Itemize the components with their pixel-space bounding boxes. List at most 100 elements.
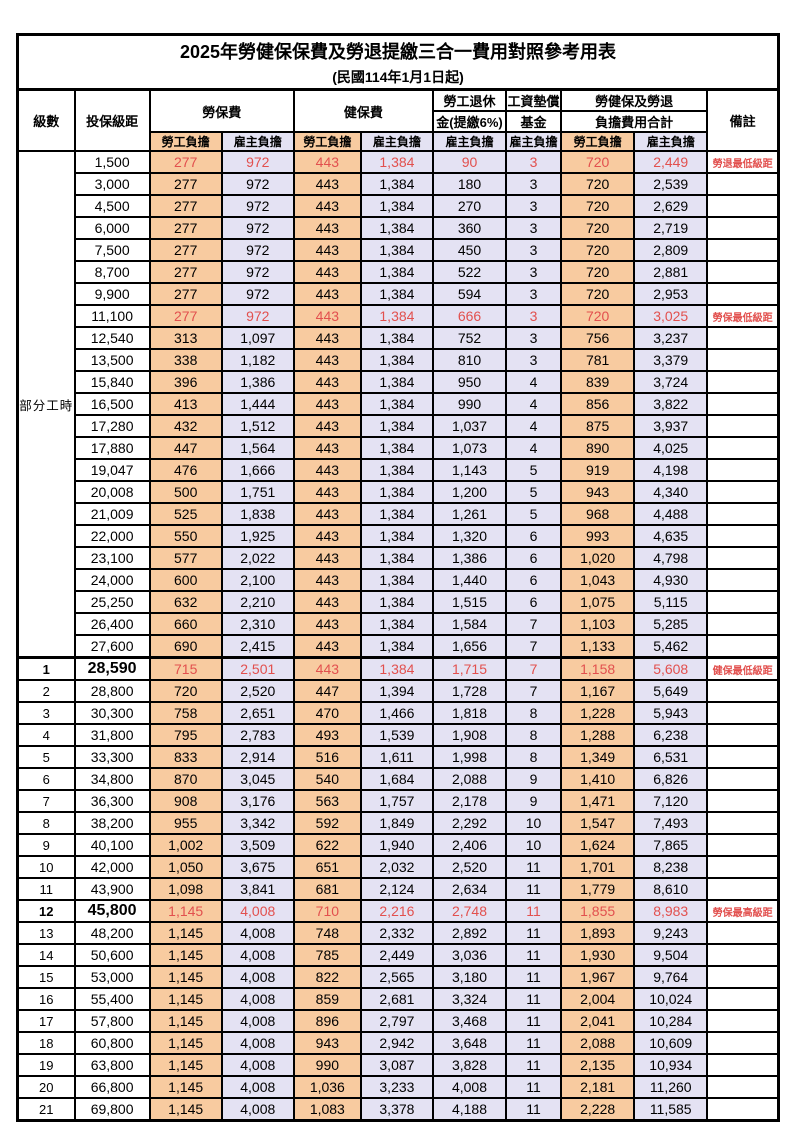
labor-ins-employee-cell: 1,145 bbox=[148, 921, 223, 945]
table-row: 20,008 500 1,751 443 1,384 1,200 5 943 4,340 bbox=[18, 480, 780, 504]
bracket-cell: 3,000 bbox=[73, 172, 151, 196]
labor-ins-employer-cell: 3,342 bbox=[220, 811, 295, 835]
remark-cell bbox=[706, 546, 780, 570]
labor-ins-employee-cell: 550 bbox=[148, 524, 223, 548]
bracket-cell: 63,800 bbox=[73, 1053, 151, 1077]
table-row: 15 53,000 1,145 4,008 822 2,565 3,180 11 1,967 9,… bbox=[16, 965, 780, 989]
col-header-labor-employee: 勞工負擔 bbox=[148, 131, 223, 152]
health-ins-employee-cell: 443 bbox=[292, 194, 362, 218]
remark-cell bbox=[706, 789, 780, 813]
wage-fund-employer-cell: 11 bbox=[505, 855, 563, 879]
total-employer-cell: 11,260 bbox=[633, 1075, 709, 1099]
pension-employer-cell: 1,656 bbox=[431, 634, 508, 659]
labor-ins-employee-cell: 795 bbox=[148, 723, 223, 747]
labor-ins-employee-cell: 1,002 bbox=[148, 833, 223, 857]
remark-cell bbox=[706, 172, 780, 196]
total-employee-cell: 1,349 bbox=[560, 745, 636, 769]
col-header-health-employer: 雇主負擔 bbox=[359, 131, 434, 152]
bracket-cell: 7,500 bbox=[73, 238, 151, 262]
total-employee-cell: 993 bbox=[560, 524, 636, 548]
labor-ins-employee-cell: 277 bbox=[148, 216, 223, 240]
bracket-cell: 36,300 bbox=[73, 789, 151, 813]
wage-fund-employer-cell: 5 bbox=[505, 502, 563, 526]
labor-ins-employer-cell: 2,022 bbox=[220, 546, 295, 570]
page-subtitle: (民國114年1月1日起) bbox=[332, 69, 464, 85]
pension-employer-cell: 1,728 bbox=[431, 679, 508, 703]
bracket-cell: 13,500 bbox=[73, 348, 151, 372]
pension-employer-cell: 950 bbox=[431, 370, 508, 394]
remark-cell bbox=[706, 568, 780, 592]
health-ins-employer-cell: 2,332 bbox=[359, 921, 434, 945]
remark-cell bbox=[706, 1097, 780, 1122]
table-row: 3,000 277 972 443 1,384 180 3 720 2,539 bbox=[18, 172, 780, 196]
health-ins-employer-cell: 1,384 bbox=[359, 612, 434, 636]
health-ins-employer-cell: 1,684 bbox=[359, 767, 434, 791]
bracket-cell: 27,600 bbox=[73, 634, 151, 659]
bracket-cell: 55,400 bbox=[73, 987, 151, 1011]
premium-table: 2025年勞健保保費及勞退提繳三合一費用對照參考用表 (民國114年1月1日起)… bbox=[16, 33, 780, 1122]
table-row: 19,047 476 1,666 443 1,384 1,143 5 919 4,198 bbox=[18, 458, 780, 482]
col-header-total-employee: 勞工負擔 bbox=[560, 131, 636, 152]
health-ins-employee-cell: 443 bbox=[292, 656, 362, 681]
total-employer-cell: 11,585 bbox=[633, 1097, 709, 1122]
wage-fund-employer-cell: 3 bbox=[505, 238, 563, 262]
total-employee-cell: 720 bbox=[560, 260, 636, 284]
labor-ins-employer-cell: 2,914 bbox=[220, 745, 295, 769]
total-employer-cell: 2,881 bbox=[633, 260, 709, 284]
bracket-cell: 25,250 bbox=[73, 590, 151, 614]
labor-ins-employee-cell: 525 bbox=[148, 502, 223, 526]
table-row: 11,100 277 972 443 1,384 666 3 720 3,025 勞保最低級距 bbox=[18, 304, 780, 328]
total-employer-cell: 4,798 bbox=[633, 546, 709, 570]
remark-cell bbox=[706, 392, 780, 416]
wage-fund-employer-cell: 4 bbox=[505, 436, 563, 460]
total-employee-cell: 781 bbox=[560, 348, 636, 372]
total-employer-cell: 3,937 bbox=[633, 414, 709, 438]
labor-ins-employer-cell: 4,008 bbox=[220, 1031, 295, 1055]
health-ins-employee-cell: 563 bbox=[292, 789, 362, 813]
remark-cell: 勞退最低級距 bbox=[706, 150, 780, 174]
table-row: 23,100 577 2,022 443 1,384 1,386 6 1,020 4,798 bbox=[18, 546, 780, 570]
total-employer-cell: 4,340 bbox=[633, 480, 709, 504]
pension-employer-cell: 990 bbox=[431, 392, 508, 416]
health-ins-employer-cell: 1,384 bbox=[359, 304, 434, 328]
table-row: 7,500 277 972 443 1,384 450 3 720 2,809 bbox=[18, 238, 780, 262]
labor-ins-employer-cell: 1,564 bbox=[220, 436, 295, 460]
total-employee-cell: 756 bbox=[560, 326, 636, 350]
wage-fund-employer-cell: 3 bbox=[505, 216, 563, 240]
level-cell: 15 bbox=[16, 965, 76, 989]
remark-cell bbox=[706, 260, 780, 284]
remark-cell bbox=[706, 1053, 780, 1077]
health-ins-employer-cell: 1,384 bbox=[359, 546, 434, 570]
health-ins-employer-cell: 2,681 bbox=[359, 987, 434, 1011]
total-employee-cell: 1,471 bbox=[560, 789, 636, 813]
level-cell: 8 bbox=[16, 811, 76, 835]
total-employee-cell: 1,133 bbox=[560, 634, 636, 659]
total-employee-cell: 2,004 bbox=[560, 987, 636, 1011]
total-employer-cell: 7,120 bbox=[633, 789, 709, 813]
pension-employer-cell: 1,073 bbox=[431, 436, 508, 460]
health-ins-employer-cell: 1,611 bbox=[359, 745, 434, 769]
total-employee-cell: 919 bbox=[560, 458, 636, 482]
wage-fund-employer-cell: 11 bbox=[505, 987, 563, 1011]
bracket-cell: 34,800 bbox=[73, 767, 151, 791]
health-ins-employer-cell: 1,384 bbox=[359, 458, 434, 482]
bracket-cell: 12,540 bbox=[73, 326, 151, 350]
remark-cell bbox=[706, 436, 780, 460]
total-employee-cell: 720 bbox=[560, 194, 636, 218]
col-header-labor-employer: 雇主負擔 bbox=[220, 131, 295, 152]
remark-cell bbox=[706, 1075, 780, 1099]
wage-fund-employer-cell: 11 bbox=[505, 1009, 563, 1033]
health-ins-employee-cell: 447 bbox=[292, 679, 362, 703]
labor-ins-employee-cell: 1,145 bbox=[148, 1097, 223, 1122]
health-ins-employer-cell: 1,384 bbox=[359, 216, 434, 240]
wage-fund-employer-cell: 3 bbox=[505, 348, 563, 372]
labor-ins-employer-cell: 4,008 bbox=[220, 943, 295, 967]
total-employer-cell: 4,488 bbox=[633, 502, 709, 526]
total-employee-cell: 890 bbox=[560, 436, 636, 460]
wage-fund-employer-cell: 3 bbox=[505, 326, 563, 350]
total-employee-cell: 720 bbox=[560, 150, 636, 174]
labor-ins-employee-cell: 600 bbox=[148, 568, 223, 592]
total-employee-cell: 1,893 bbox=[560, 921, 636, 945]
wage-fund-employer-cell: 9 bbox=[505, 789, 563, 813]
remark-cell bbox=[706, 921, 780, 945]
